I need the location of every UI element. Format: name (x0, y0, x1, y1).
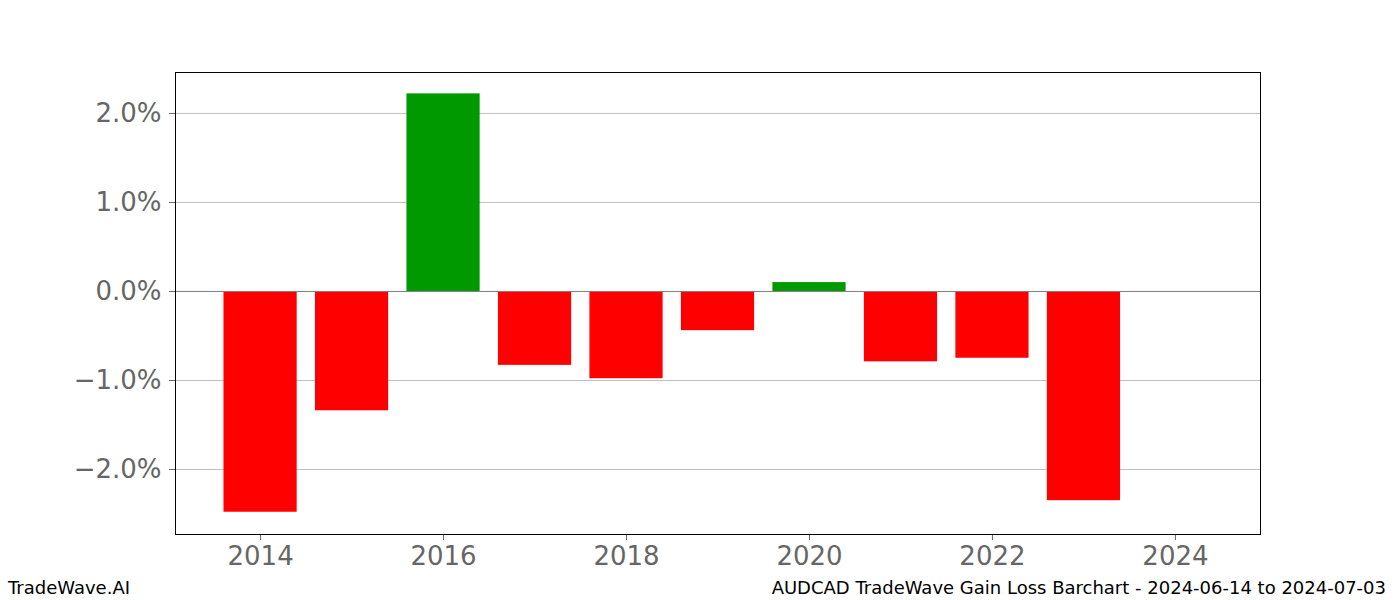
svg-text:2024: 2024 (1142, 541, 1208, 571)
html-text:AUDCAD TradeWave Gain Loss Bar: AUDCAD TradeWave Gain Loss Barchart - 20… (771, 577, 1386, 598)
svg-text:−2.0%: −2.0% (74, 454, 162, 484)
svg-text:2.0%: 2.0% (95, 98, 161, 128)
svg-text:1.0%: 1.0% (95, 187, 161, 217)
svg-text:2016: 2016 (410, 541, 476, 571)
svg-text:0.0%: 0.0% (95, 276, 161, 306)
html-text:TradeWave.AI: TradeWave.AI (8, 577, 130, 598)
svg-text:2020: 2020 (776, 541, 842, 571)
svg-text:2022: 2022 (959, 541, 1025, 571)
svg-text:−1.0%: −1.0% (74, 365, 162, 395)
svg-text:2014: 2014 (227, 541, 293, 571)
svg-text:2018: 2018 (593, 541, 659, 571)
